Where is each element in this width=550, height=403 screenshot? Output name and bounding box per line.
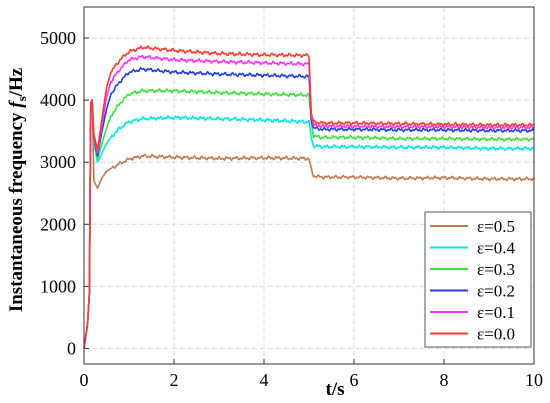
x-tick-label: 10 bbox=[525, 370, 543, 390]
y-axis-label-subscript: s bbox=[14, 96, 29, 101]
y-tick-label: 4000 bbox=[40, 90, 76, 110]
series-line bbox=[83, 45, 535, 349]
x-tick-label: 8 bbox=[440, 370, 449, 390]
legend-label: ε=0.3 bbox=[477, 260, 515, 279]
y-tick-label: 5000 bbox=[40, 28, 76, 48]
y-tick-labels: 0 1000 2000 3000 4000 5000 bbox=[40, 28, 76, 358]
series-lines bbox=[83, 45, 535, 349]
series-line bbox=[83, 99, 535, 349]
x-tick-label: 6 bbox=[350, 370, 359, 390]
x-tick-labels: 0 2 4 6 8 10 bbox=[80, 370, 544, 390]
legend: ε=0.5 ε=0.4 ε=0.3 ε=0.2 ε=0.1 ε=0.0 bbox=[424, 211, 532, 348]
x-tick-label: 2 bbox=[170, 370, 179, 390]
series-line bbox=[83, 99, 535, 349]
legend-label: ε=0.2 bbox=[477, 282, 515, 301]
y-tick-label: 0 bbox=[67, 338, 76, 358]
x-tick-label: 0 bbox=[80, 370, 89, 390]
legend-box bbox=[424, 211, 532, 348]
series-line bbox=[83, 88, 535, 349]
plot-frame bbox=[83, 6, 535, 365]
y-axis-label-main: Instantaneous frequency bbox=[6, 108, 27, 312]
legend-label: ε=0.0 bbox=[477, 325, 515, 344]
y-tick-label: 1000 bbox=[40, 276, 76, 296]
x-tick-label: 4 bbox=[260, 370, 269, 390]
y-axis-label-unit: /Hz bbox=[6, 67, 27, 97]
x-axis-label: t/s bbox=[326, 379, 345, 400]
y-axis-label: Instantaneous frequency fs/Hz bbox=[6, 67, 29, 312]
y-tick-label: 3000 bbox=[40, 152, 76, 172]
y-tick-label: 2000 bbox=[40, 214, 76, 234]
legend-label: ε=0.5 bbox=[477, 217, 515, 236]
y-axis-label-symbol: f bbox=[6, 100, 27, 108]
legend-label: ε=0.4 bbox=[477, 239, 515, 258]
legend-label: ε=0.1 bbox=[477, 303, 515, 322]
